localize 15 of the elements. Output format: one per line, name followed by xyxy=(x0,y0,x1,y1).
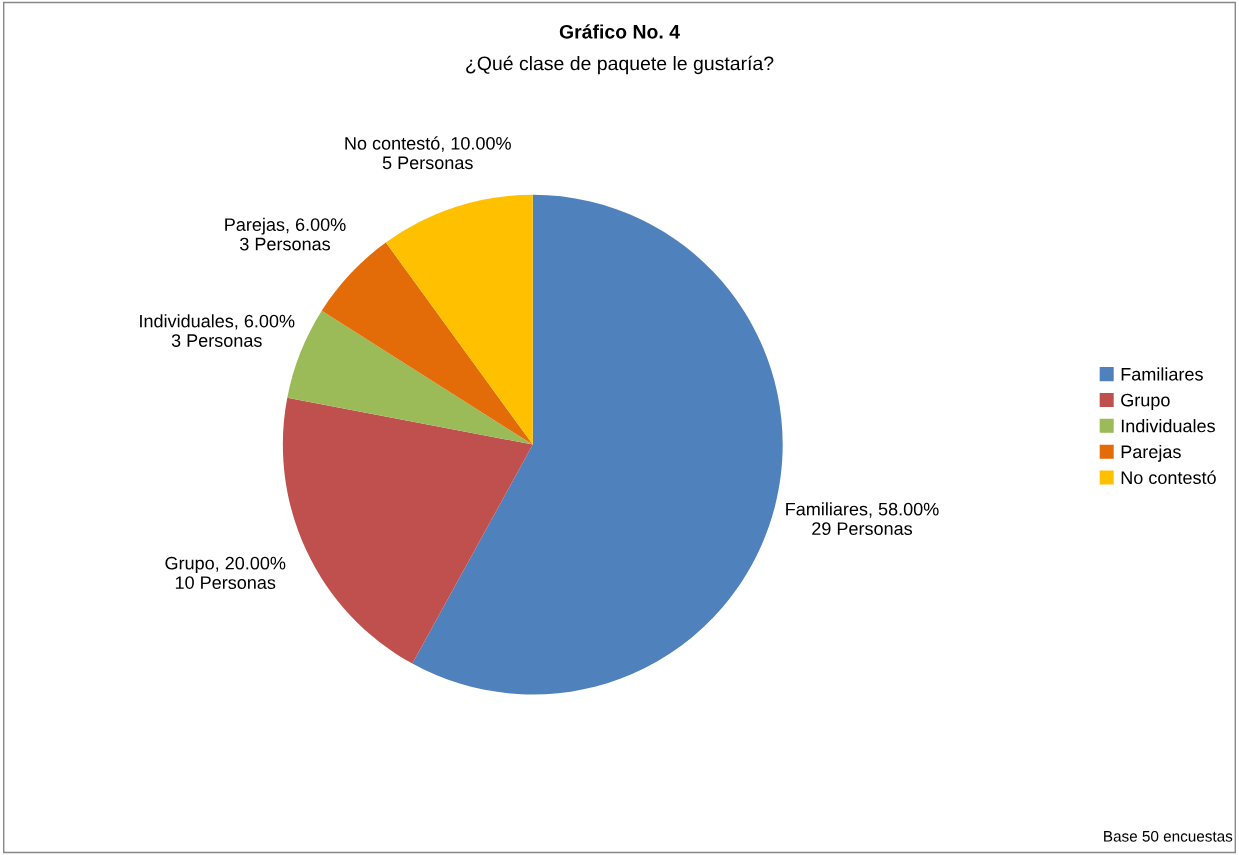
legend-label: Individuales xyxy=(1121,419,1215,433)
legend-label: Grupo xyxy=(1121,393,1170,411)
data-label: Familiares, 58.00% 29 Personas xyxy=(786,502,939,535)
data-label: Grupo, 20.00% 10 Personas xyxy=(165,556,286,589)
legend-label: Familiares xyxy=(1121,367,1203,381)
legend-label: No contestó xyxy=(1121,470,1216,485)
pie-slice xyxy=(412,194,783,695)
data-label: Parejas, 6.00% 3 Personas xyxy=(225,217,346,251)
legend-label: Parejas xyxy=(1121,444,1181,462)
pie-slice xyxy=(385,194,533,445)
chart-title: Gráfico No. 4 xyxy=(559,24,680,39)
data-label: No contestó, 10.00% 5 Personas xyxy=(345,136,511,170)
text: Base 50 encuestas xyxy=(1104,830,1233,842)
data-label: Individuales, 6.00% 3 Personas xyxy=(140,314,295,347)
chart-subtitle: ¿Qué clase de paquete le gustaría? xyxy=(466,55,774,75)
